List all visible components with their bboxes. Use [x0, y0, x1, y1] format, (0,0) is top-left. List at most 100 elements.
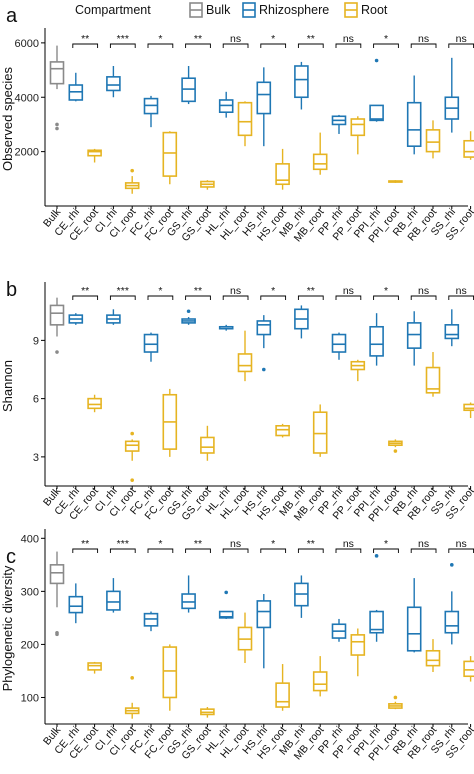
significance-bracket: * — [373, 33, 399, 48]
box-PPI_root — [388, 439, 403, 453]
box-iqr — [218, 610, 234, 619]
box-iqr — [256, 600, 272, 629]
box-CE_root — [87, 394, 102, 413]
box-iqr — [49, 304, 65, 326]
legend-item-bulk: Bulk — [189, 2, 231, 18]
bracket-line — [410, 295, 437, 300]
box-FC_rhi — [143, 332, 159, 362]
significance-bracket: ns — [222, 538, 249, 553]
box-HS_root — [275, 148, 290, 190]
bracket-line — [109, 548, 136, 553]
box-CI_rhi — [106, 578, 121, 613]
bracket-line — [297, 43, 324, 48]
box-iqr — [237, 353, 253, 373]
legend-item-rhizosphere: Rhizosphere — [242, 2, 329, 18]
outlier-point — [374, 554, 379, 558]
outlier-point — [393, 695, 398, 700]
significance-bracket: ** — [72, 33, 99, 48]
significance-bracket: *** — [109, 33, 136, 48]
bracket-line — [147, 548, 174, 553]
significance-label: ** — [194, 538, 202, 550]
significance-bracket: ** — [185, 33, 211, 48]
box-iqr — [312, 671, 328, 692]
box-PPI_rhi — [369, 554, 384, 642]
y-tick-label: 6 — [33, 394, 39, 406]
box-CI_rhi — [106, 309, 121, 325]
box-CE_rhi — [68, 583, 84, 624]
box-iqr — [237, 101, 253, 137]
box-CE_root — [87, 148, 102, 163]
bracket-line — [109, 295, 136, 300]
significance-label: ** — [307, 538, 315, 550]
box-PPI_root — [388, 180, 403, 183]
significance-bracket: * — [260, 285, 287, 300]
outlier-point — [393, 449, 398, 453]
box-iqr — [143, 333, 159, 353]
box-CI_root — [124, 431, 140, 482]
significance-bracket: ** — [185, 538, 211, 553]
significance-label: ns — [230, 33, 241, 45]
box-HS_rhi — [256, 67, 272, 147]
significance-bracket: *** — [109, 285, 136, 300]
outlier-point — [186, 309, 191, 314]
significance-label: ns — [343, 33, 354, 45]
significance-label: * — [158, 285, 162, 297]
significance-label: ns — [343, 538, 354, 550]
bracket-line — [335, 295, 362, 300]
bracket-line — [260, 43, 287, 48]
bracket-line — [373, 548, 399, 553]
legend-title: Compartment — [75, 3, 151, 17]
box-RB_rhi — [406, 75, 422, 155]
box-GS_root — [200, 707, 215, 718]
box-MB_rhi — [294, 575, 309, 618]
bracket-line — [147, 295, 174, 300]
box-HL_root — [237, 101, 253, 147]
significance-label: ns — [230, 285, 241, 297]
legend: Compartment Bulk Rhizosphere Root — [75, 2, 388, 18]
significance-bracket: ns — [448, 285, 474, 300]
box-GS_root — [200, 425, 215, 461]
significance-bracket: *** — [109, 538, 136, 553]
box-PP_root — [350, 359, 366, 382]
outlier-point — [130, 431, 134, 436]
box-SS_rhi — [444, 57, 460, 133]
significance-label: * — [384, 285, 388, 297]
bracket-line — [185, 295, 211, 300]
significance-label: ** — [194, 285, 202, 297]
box-MB_root — [312, 404, 328, 457]
significance-bracket: ns — [222, 285, 249, 300]
significance-bracket: ns — [335, 33, 362, 48]
box-SS_root — [463, 402, 474, 419]
outlier-point — [130, 676, 134, 680]
box-RB_rhi — [406, 578, 422, 653]
significance-bracket: * — [373, 538, 399, 553]
significance-bracket: ** — [72, 285, 99, 300]
y-tick-label: 9 — [33, 335, 39, 347]
outlier-point — [130, 168, 134, 173]
box-iqr — [425, 366, 441, 394]
bracket-line — [410, 43, 437, 48]
bracket-line — [260, 295, 287, 300]
bracket-line — [335, 548, 362, 553]
box-PP_rhi — [331, 618, 347, 642]
box-RB_root — [425, 639, 441, 673]
box-iqr — [463, 139, 474, 158]
box-iqr — [294, 65, 309, 99]
y-tick-label: 4000 — [15, 92, 39, 104]
outlier-point — [262, 367, 266, 372]
significance-label: ns — [418, 538, 429, 550]
bracket-line — [335, 43, 362, 48]
significance-bracket: ** — [297, 33, 324, 48]
box-GS_rhi — [181, 575, 196, 613]
significance-label: ns — [230, 538, 241, 550]
y-tick-label: 100 — [21, 692, 39, 704]
box-iqr — [406, 322, 422, 349]
significance-bracket: ** — [185, 285, 211, 300]
box-SS_root — [463, 656, 474, 682]
bracket-line — [373, 295, 399, 300]
significance-label: ** — [81, 538, 89, 550]
box-CE_root — [87, 661, 102, 674]
box-PP_root — [350, 116, 366, 155]
box-GS_rhi — [181, 65, 196, 105]
